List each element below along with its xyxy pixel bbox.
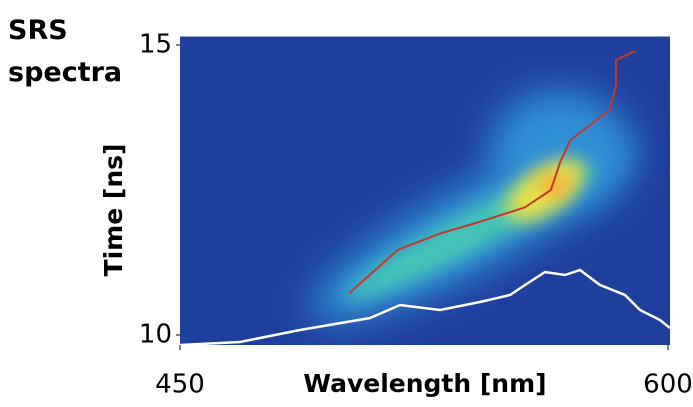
x-tick-label: 600 [643, 370, 693, 400]
y-tick-label: 10 [139, 320, 172, 350]
line-series [348, 49, 636, 294]
x-tick-label: 450 [155, 370, 205, 400]
chart-title: SRS spectra [8, 15, 123, 88]
x-axis-label: Wavelength [nm] [303, 369, 546, 398]
heatmap [180, 35, 670, 345]
y-tick-label: 15 [139, 30, 172, 60]
spectrum-trace [180, 268, 670, 345]
y-axis-label: Time [ns] [99, 144, 128, 277]
